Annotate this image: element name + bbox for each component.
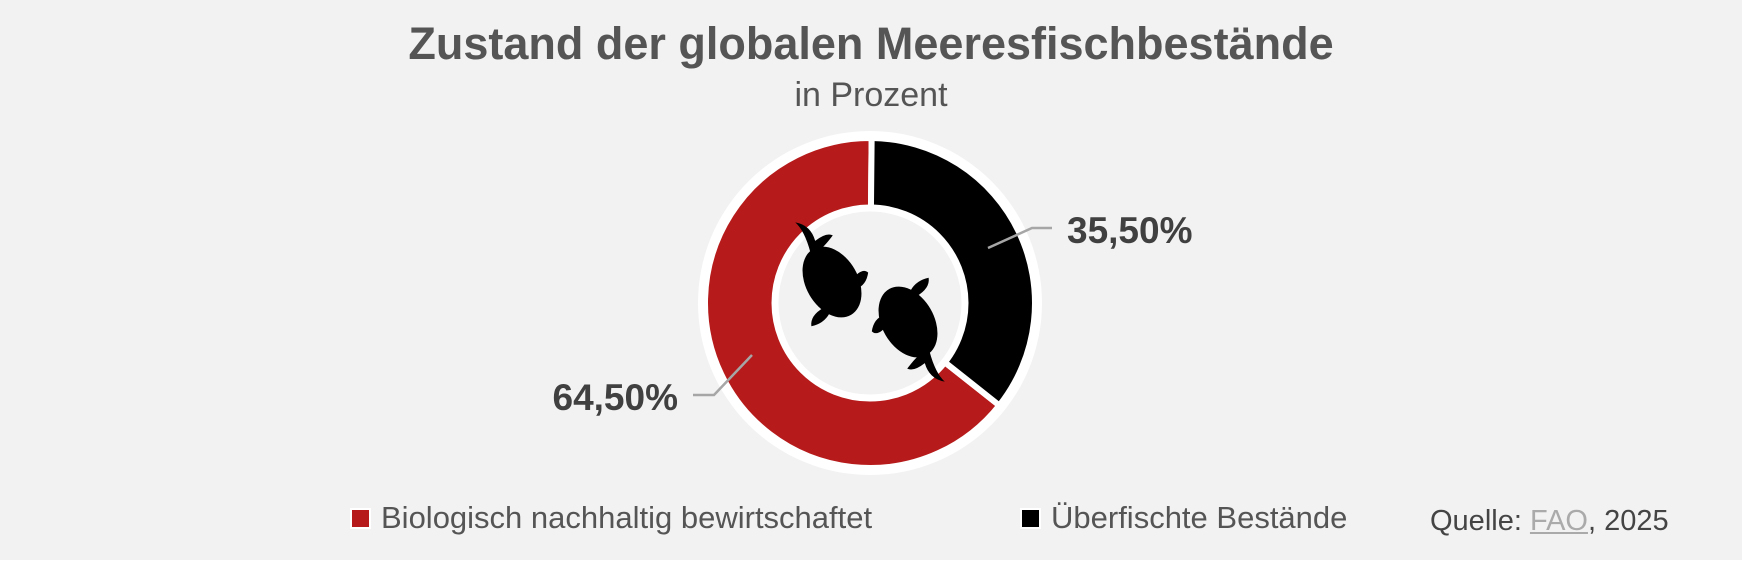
legend-label: Überfischte Bestände <box>1051 500 1348 535</box>
source-suffix: , 2025 <box>1587 505 1669 537</box>
legend-item-overfished: Überfischte Bestände <box>1020 500 1347 536</box>
chart-subtitle: in Prozent <box>794 76 948 114</box>
source-prefix: Quelle: <box>1430 505 1530 537</box>
legend-swatch-red <box>350 507 371 529</box>
data-label-sustainable: 64,50% <box>553 377 679 418</box>
data-label-overfished: 35,50% <box>1067 210 1193 251</box>
leader-line-overfished <box>987 226 1052 250</box>
donut-hole <box>771 204 969 402</box>
leader-line-sustainable <box>693 354 753 397</box>
source-note: Quelle: FAO, 2025 <box>1430 505 1669 538</box>
two-fish-icon <box>795 222 945 382</box>
chart-title: Zustand der globalen Meeresfischbestände <box>408 18 1334 69</box>
source-link-fao[interactable]: FAO <box>1529 505 1588 537</box>
legend-label: Biologisch nachhaltig bewirtschaftet <box>381 500 873 535</box>
legend-item-sustainable: Biologisch nachhaltig bewirtschaftet <box>350 500 872 536</box>
legend-swatch-black <box>1020 507 1041 529</box>
